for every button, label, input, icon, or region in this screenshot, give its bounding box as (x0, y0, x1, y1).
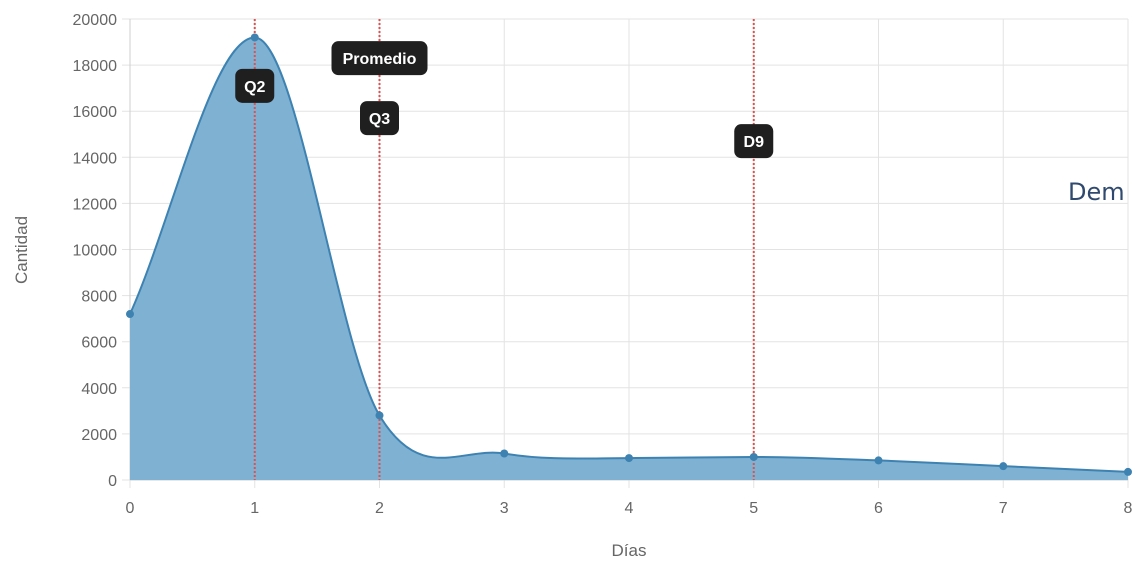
x-axis-label: Días (612, 541, 647, 560)
annotation-badge: D9 (734, 124, 774, 159)
annotation-box (235, 68, 275, 103)
y-tick-label: 4000 (81, 381, 117, 398)
data-point (250, 33, 259, 42)
y-tick-label: 0 (108, 473, 117, 490)
x-tick-label: 7 (999, 500, 1008, 517)
y-tick-label: 10000 (73, 243, 118, 260)
annotation-box (734, 124, 774, 159)
data-point (126, 310, 134, 319)
y-tick-label: 2000 (81, 427, 117, 444)
x-tick-label: 1 (250, 500, 259, 517)
x-tick-label: 2 (375, 500, 384, 517)
y-axis-ticks: 0 2000 4000 6000 8000 10000 12000 14000 16000 180… (73, 12, 118, 490)
y-tick-label: 8000 (81, 289, 117, 306)
annotation-label: Q2 (244, 79, 265, 96)
y-tick-label: 14000 (73, 150, 118, 167)
annotation-label: Q3 (369, 111, 390, 128)
annotation-badge: Q3 (360, 101, 399, 136)
y-tick-label: 16000 (73, 104, 118, 121)
y-tick-label: 6000 (81, 335, 117, 352)
x-tick-label: 0 (126, 500, 135, 517)
x-axis-ticks: 0 1 2 3 4 5 6 7 8 (126, 500, 1132, 517)
side-text: Dem (1068, 178, 1125, 206)
data-point (375, 411, 384, 420)
data-point (1124, 467, 1132, 476)
data-point (625, 454, 633, 463)
data-point (749, 452, 758, 461)
annotation-badge: Q2 (235, 68, 275, 103)
data-point (999, 462, 1008, 471)
data-points (126, 33, 1132, 476)
x-tick-label: 3 (500, 500, 509, 517)
data-point (874, 456, 883, 465)
y-tick-label: 20000 (73, 12, 118, 29)
area-fill (130, 37, 1128, 480)
y-axis-label: Cantidad (12, 216, 31, 284)
x-tick-label: 5 (749, 500, 758, 517)
data-point (500, 449, 509, 458)
annotation-label: Promedio (343, 51, 417, 68)
annotation-badge: Promedio (331, 41, 428, 76)
annotation-box (331, 41, 428, 76)
y-tick-label: 12000 (73, 196, 118, 213)
x-tick-label: 8 (1124, 500, 1132, 517)
x-tick-label: 4 (625, 500, 634, 517)
annotations: Q2 Promedio Q3 D9 (235, 41, 774, 159)
x-tick-label: 6 (874, 500, 883, 517)
y-tick-label: 18000 (73, 58, 118, 75)
annotation-label: D9 (744, 134, 765, 151)
annotation-box (360, 101, 399, 136)
